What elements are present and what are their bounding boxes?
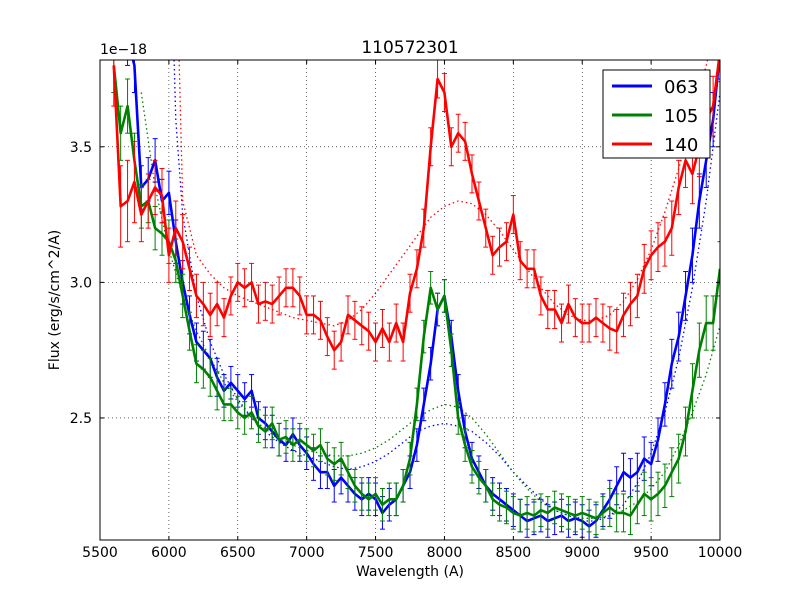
x-tick-label: 7000: [289, 545, 325, 561]
x-tick-label: 5500: [82, 545, 118, 561]
y-axis-label: Flux (erg/s/cm^2/A): [47, 230, 63, 370]
legend: 063 105 140: [602, 69, 711, 159]
y-tick-label: 3.0: [70, 275, 92, 291]
x-tick-label: 8500: [496, 545, 532, 561]
y-offset-label: 1e−18: [100, 42, 147, 58]
model-curve-140-model: [178, 60, 709, 327]
legend-label-105: 105: [664, 106, 698, 127]
x-tick-label: 7500: [358, 545, 394, 561]
series-140: [111, 60, 720, 370]
series-line-063: [131, 60, 720, 528]
x-tick-label: 6500: [220, 545, 256, 561]
x-tick-label: 8000: [427, 545, 463, 561]
axis-ticks: 5500 6000 6500 7000 7500 8000 8500 9000 9500 1000…: [70, 60, 743, 561]
model-curve-063-model: [173, 60, 720, 522]
plot-layer: [111, 60, 720, 540]
chart-title: 110572301: [361, 38, 458, 58]
axes-frame: [99, 59, 721, 541]
y-tick-label: 2.5: [70, 411, 92, 427]
legend-label-140: 140: [664, 135, 698, 156]
series-line-105: [112, 65, 720, 520]
x-tick-label: 10000: [698, 545, 743, 561]
legend-label-063: 063: [664, 77, 698, 98]
y-tick-label: 3.5: [70, 140, 92, 156]
x-tick-label: 9500: [633, 545, 669, 561]
x-axis-label: Wavelength (A): [356, 564, 464, 580]
x-tick-label: 9000: [564, 545, 600, 561]
series-line-140: [112, 60, 720, 352]
x-tick-label: 6000: [151, 545, 187, 561]
